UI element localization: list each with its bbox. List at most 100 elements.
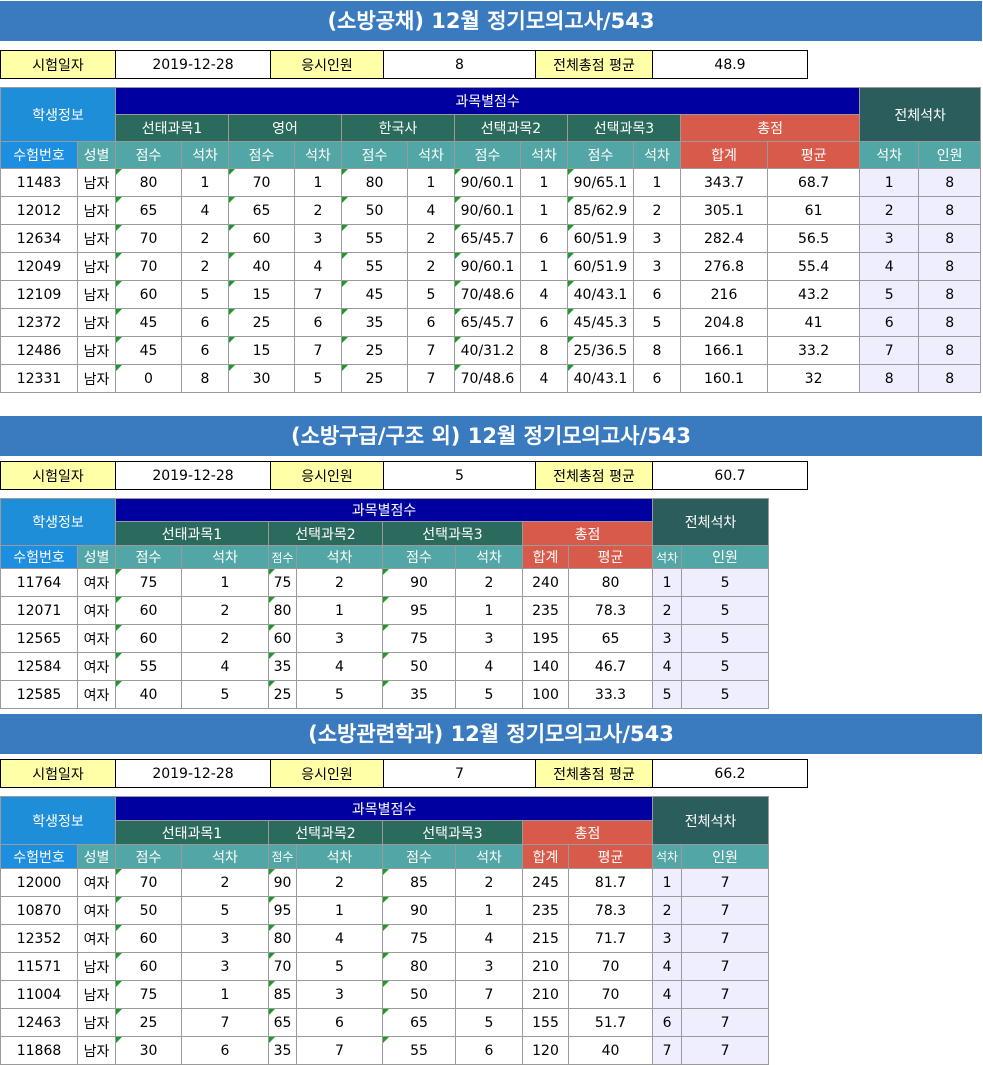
rank-cell[interactable]: 2	[182, 597, 269, 625]
people-cell[interactable]: 5	[682, 681, 769, 709]
total-average-cell[interactable]: 80	[569, 569, 653, 597]
score-cell[interactable]: 40	[116, 681, 182, 709]
people-cell[interactable]: 8	[919, 225, 981, 253]
gender-cell[interactable]: 여자	[78, 869, 116, 897]
rank-cell[interactable]: 2	[295, 197, 342, 225]
total-sum-cell[interactable]: 305.1	[681, 197, 768, 225]
score-cell[interactable]: 70	[116, 225, 182, 253]
overall-rank-cell[interactable]: 6	[653, 1009, 682, 1037]
gender-cell[interactable]: 여자	[78, 925, 116, 953]
rank-cell[interactable]: 3	[182, 925, 269, 953]
score-cell[interactable]: 0	[116, 365, 182, 393]
rank-cell[interactable]: 1	[408, 169, 455, 197]
student-id-cell[interactable]: 12565	[1, 625, 78, 653]
score-cell[interactable]: 90/65.1	[568, 169, 634, 197]
score-cell[interactable]: 75	[269, 569, 297, 597]
student-id-cell[interactable]: 12585	[1, 681, 78, 709]
examinee-count-value[interactable]: 8	[384, 51, 536, 79]
gender-cell[interactable]: 여자	[78, 625, 116, 653]
rank-cell[interactable]: 6	[182, 337, 229, 365]
rank-cell[interactable]: 4	[521, 281, 568, 309]
rank-cell[interactable]: 1	[521, 197, 568, 225]
rank-cell[interactable]: 2	[182, 225, 229, 253]
score-cell[interactable]: 45	[116, 337, 182, 365]
student-id-cell[interactable]: 12634	[1, 225, 78, 253]
score-cell[interactable]: 15	[229, 337, 295, 365]
total-average-cell[interactable]: 55.4	[768, 253, 860, 281]
total-average-cell[interactable]: 40	[569, 1037, 653, 1065]
student-id-cell[interactable]: 12584	[1, 653, 78, 681]
rank-cell[interactable]: 5	[456, 681, 523, 709]
people-cell[interactable]: 8	[919, 337, 981, 365]
score-cell[interactable]: 15	[229, 281, 295, 309]
student-id-cell[interactable]: 12049	[1, 253, 78, 281]
rank-cell[interactable]: 1	[182, 981, 269, 1009]
total-sum-cell[interactable]: 276.8	[681, 253, 768, 281]
score-cell[interactable]: 50	[342, 197, 408, 225]
rank-cell[interactable]: 1	[521, 169, 568, 197]
people-cell[interactable]: 7	[682, 1009, 769, 1037]
score-cell[interactable]: 65/45.7	[455, 309, 521, 337]
rank-cell[interactable]: 1	[295, 169, 342, 197]
score-cell[interactable]: 60	[229, 225, 295, 253]
rank-cell[interactable]: 2	[408, 225, 455, 253]
rank-cell[interactable]: 6	[456, 1037, 523, 1065]
overall-rank-cell[interactable]: 8	[860, 365, 919, 393]
score-cell[interactable]: 30	[116, 1037, 182, 1065]
people-cell[interactable]: 5	[682, 625, 769, 653]
score-cell[interactable]: 40/31.2	[455, 337, 521, 365]
total-average-value[interactable]: 60.7	[653, 462, 808, 490]
score-cell[interactable]: 50	[116, 897, 182, 925]
score-cell[interactable]: 25	[269, 681, 297, 709]
gender-cell[interactable]: 여자	[78, 569, 116, 597]
rank-cell[interactable]: 6	[634, 281, 681, 309]
rank-cell[interactable]: 2	[297, 569, 383, 597]
total-average-cell[interactable]: 71.7	[569, 925, 653, 953]
gender-cell[interactable]: 여자	[78, 681, 116, 709]
gender-cell[interactable]: 남자	[78, 197, 116, 225]
total-sum-cell[interactable]: 282.4	[681, 225, 768, 253]
score-cell[interactable]: 55	[342, 225, 408, 253]
score-cell[interactable]: 65	[229, 197, 295, 225]
rank-cell[interactable]: 1	[297, 597, 383, 625]
score-cell[interactable]: 60/51.9	[568, 253, 634, 281]
score-cell[interactable]: 45	[342, 281, 408, 309]
score-cell[interactable]: 85	[269, 981, 297, 1009]
gender-cell[interactable]: 남자	[78, 225, 116, 253]
total-sum-cell[interactable]: 210	[523, 981, 569, 1009]
score-cell[interactable]: 90	[383, 897, 456, 925]
rank-cell[interactable]: 4	[456, 925, 523, 953]
total-average-cell[interactable]: 41	[768, 309, 860, 337]
score-cell[interactable]: 90/60.1	[455, 169, 521, 197]
overall-rank-cell[interactable]: 3	[860, 225, 919, 253]
score-cell[interactable]: 35	[269, 653, 297, 681]
score-cell[interactable]: 80	[269, 925, 297, 953]
rank-cell[interactable]: 6	[297, 1009, 383, 1037]
score-cell[interactable]: 25/36.5	[568, 337, 634, 365]
rank-cell[interactable]: 1	[182, 169, 229, 197]
rank-cell[interactable]: 1	[456, 897, 523, 925]
overall-rank-cell[interactable]: 4	[653, 653, 682, 681]
overall-rank-cell[interactable]: 2	[653, 597, 682, 625]
student-id-cell[interactable]: 12486	[1, 337, 78, 365]
rank-cell[interactable]: 4	[182, 197, 229, 225]
rank-cell[interactable]: 4	[521, 365, 568, 393]
rank-cell[interactable]: 3	[456, 953, 523, 981]
rank-cell[interactable]: 3	[297, 981, 383, 1009]
rank-cell[interactable]: 5	[456, 1009, 523, 1037]
student-id-cell[interactable]: 11483	[1, 169, 78, 197]
score-cell[interactable]: 80	[342, 169, 408, 197]
total-average-cell[interactable]: 46.7	[569, 653, 653, 681]
score-cell[interactable]: 80	[269, 597, 297, 625]
total-average-cell[interactable]: 51.7	[569, 1009, 653, 1037]
student-id-cell[interactable]: 12000	[1, 869, 78, 897]
rank-cell[interactable]: 4	[456, 653, 523, 681]
people-cell[interactable]: 8	[919, 197, 981, 225]
score-cell[interactable]: 65	[116, 197, 182, 225]
gender-cell[interactable]: 남자	[78, 981, 116, 1009]
rank-cell[interactable]: 4	[408, 197, 455, 225]
rank-cell[interactable]: 6	[634, 365, 681, 393]
rank-cell[interactable]: 3	[634, 225, 681, 253]
score-cell[interactable]: 60	[116, 281, 182, 309]
score-cell[interactable]: 25	[342, 337, 408, 365]
